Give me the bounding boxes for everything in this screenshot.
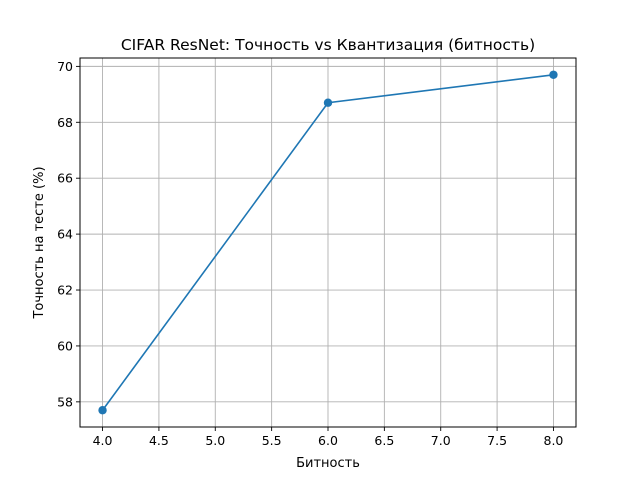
- x-axis-label: Битность: [296, 456, 360, 471]
- y-tick-label: 66: [57, 171, 73, 186]
- x-tick-label: 6.5: [374, 433, 394, 448]
- x-tick-label: 4.0: [93, 433, 113, 448]
- y-tick-label: 70: [57, 59, 73, 74]
- y-tick-label: 62: [57, 283, 73, 298]
- x-tick-label: 6.0: [318, 433, 338, 448]
- x-tick-label: 5.0: [205, 433, 225, 448]
- y-axis-label: Точность на тесте (%): [32, 166, 47, 319]
- y-tick-label: 60: [57, 338, 73, 353]
- y-tick-label: 64: [57, 227, 73, 242]
- y-tick-label: 68: [57, 115, 73, 130]
- y-tick-label: 58: [57, 394, 73, 409]
- x-tick-label: 8.0: [544, 433, 564, 448]
- chart-title: CIFAR ResNet: Точность vs Квантизация (б…: [121, 36, 535, 54]
- x-tick-label: 7.5: [487, 433, 507, 448]
- x-tick-label: 7.0: [431, 433, 451, 448]
- data-point: [323, 98, 333, 107]
- x-tick-label: 4.5: [149, 433, 169, 448]
- grid: [80, 58, 576, 427]
- data-point: [549, 70, 558, 79]
- ticks: 4.0 4.5 5.0 5.5 6.0 6.5 7.0 7.5 8.0 58 60 62 64 66 68 7…: [57, 59, 563, 448]
- x-tick-label: 5.5: [262, 433, 282, 448]
- series-layer: [98, 70, 558, 415]
- data-point: [98, 406, 107, 415]
